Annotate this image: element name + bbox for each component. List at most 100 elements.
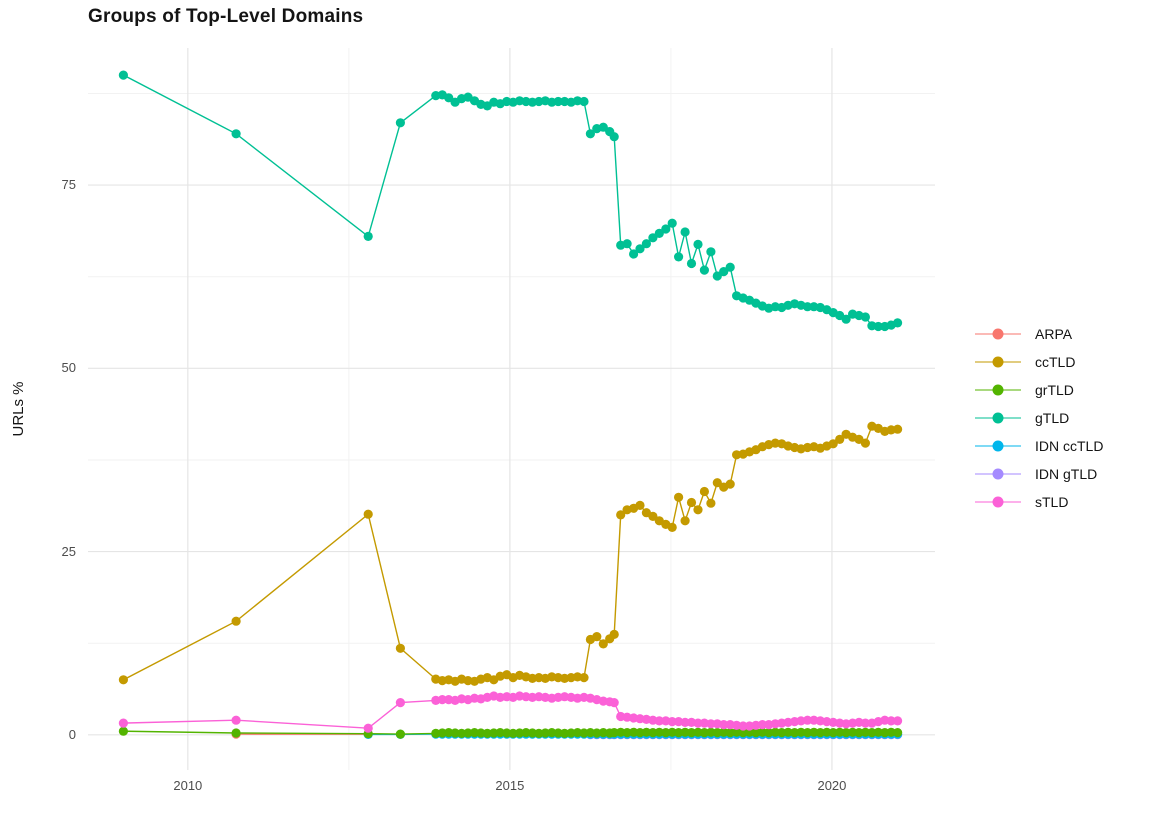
data-point-grtld [592, 728, 602, 738]
data-point-grtld [751, 728, 761, 738]
data-point-grtld [527, 728, 538, 738]
data-point-gtld [802, 302, 813, 312]
data-point-gtld [598, 122, 608, 132]
legend-label: IDN gTLD [1035, 466, 1098, 482]
legend-label: gTLD [1035, 410, 1070, 426]
legend-item-stld: sTLD [975, 488, 1103, 516]
data-point-cctld [598, 639, 608, 649]
data-point-grtld [828, 728, 838, 738]
data-point-gtld [706, 247, 716, 257]
data-point-cctld [579, 673, 589, 683]
data-point-gtld [860, 312, 871, 322]
data-point-gtld [654, 228, 664, 238]
data-point-gtld [231, 129, 241, 139]
data-point-stld [609, 698, 619, 708]
data-point-gtld [661, 224, 671, 234]
data-point-cctld [674, 492, 684, 502]
data-point-grtld [699, 728, 710, 738]
data-point-stld [860, 718, 871, 728]
data-point-gtld [841, 314, 851, 324]
data-point-cctld [118, 675, 128, 685]
data-point-grtld [641, 727, 652, 737]
data-point-grtld [815, 728, 825, 738]
data-point-cctld [860, 438, 871, 448]
y-tick-label: 25 [61, 543, 76, 559]
chart-title: Groups of Top-Level Domains [88, 6, 364, 27]
data-point-gtld [648, 233, 658, 243]
data-point-grtld [560, 728, 570, 739]
data-point-grtld [508, 728, 518, 739]
series-line-gtld [123, 74, 898, 328]
x-tick-label: 2010 [173, 778, 203, 793]
legend-label: ARPA [1035, 326, 1073, 342]
data-point-grtld [118, 726, 128, 736]
y-axis-title: URLs % [10, 381, 27, 437]
data-point-stld [693, 718, 703, 728]
data-point-gtld [641, 239, 652, 249]
legend-label: ccTLD [1035, 354, 1076, 370]
data-point-gtld [712, 271, 722, 281]
data-point-gtld [622, 239, 632, 249]
legend-key-icon [975, 351, 1021, 373]
data-point-grtld [231, 728, 241, 738]
legend-key-icon [975, 491, 1021, 513]
data-point-cctld [609, 629, 619, 640]
data-point-grtld [395, 729, 405, 739]
data-point-grtld [482, 728, 492, 739]
data-point-gtld [635, 244, 645, 254]
data-point-grtld [686, 728, 697, 738]
data-point-gtld [579, 96, 589, 107]
data-point-cctld [725, 479, 735, 489]
data-point-gtld [395, 118, 405, 128]
data-point-gtld [118, 70, 128, 80]
data-point-stld [363, 723, 373, 733]
data-point-stld [719, 720, 729, 730]
data-point-cctld [648, 511, 658, 521]
legend-label: grTLD [1035, 382, 1074, 398]
legend-key-icon [975, 323, 1021, 345]
data-point-stld [667, 717, 677, 727]
data-point-gtld [363, 231, 373, 241]
data-point-cctld [712, 478, 722, 488]
data-point-stld [738, 721, 748, 731]
legend-item-gtld: gTLD [975, 404, 1103, 432]
y-tick-label: 0 [68, 726, 76, 742]
y-tick-label: 75 [61, 177, 76, 193]
data-point-gtld [693, 239, 703, 249]
data-point-gtld [585, 129, 596, 139]
data-point-cctld [395, 643, 405, 653]
data-point-cctld [828, 439, 838, 449]
data-point-gtld [553, 96, 563, 107]
legend-key-icon [975, 435, 1021, 457]
data-point-cctld [893, 424, 903, 434]
data-point-grtld [450, 728, 460, 738]
data-point-stld [395, 698, 405, 708]
data-point-cctld [693, 505, 703, 515]
legend-item-arpa: ARPA [975, 320, 1103, 348]
data-point-grtld [674, 728, 684, 738]
data-point-grtld [783, 727, 793, 737]
data-point-grtld [841, 728, 851, 738]
legend: ARPA ccTLD grTLD gTLD IDN ccTLD IDN gTLD sTLD [975, 320, 1103, 516]
data-point-stld [231, 715, 241, 725]
data-point-stld [802, 715, 813, 725]
data-point-gtld [699, 265, 710, 275]
legend-item-idn-cctld: IDN ccTLD [975, 432, 1103, 460]
data-point-cctld [686, 497, 697, 508]
data-point-cctld [592, 632, 602, 642]
data-point-grtld [495, 728, 505, 738]
data-point-stld [706, 719, 716, 729]
x-tick-label: 2020 [817, 778, 847, 793]
data-point-stld [757, 720, 768, 730]
data-point-grtld [719, 727, 729, 737]
data-point-grtld [860, 727, 871, 737]
data-point-cctld [667, 522, 677, 533]
data-point-stld [654, 716, 664, 726]
data-point-gtld [667, 218, 677, 228]
data-point-stld [437, 695, 447, 705]
legend-key-icon [975, 407, 1021, 429]
legend-item-grtld: grTLD [975, 376, 1103, 404]
data-point-grtld [893, 728, 903, 738]
data-point-grtld [540, 728, 550, 738]
